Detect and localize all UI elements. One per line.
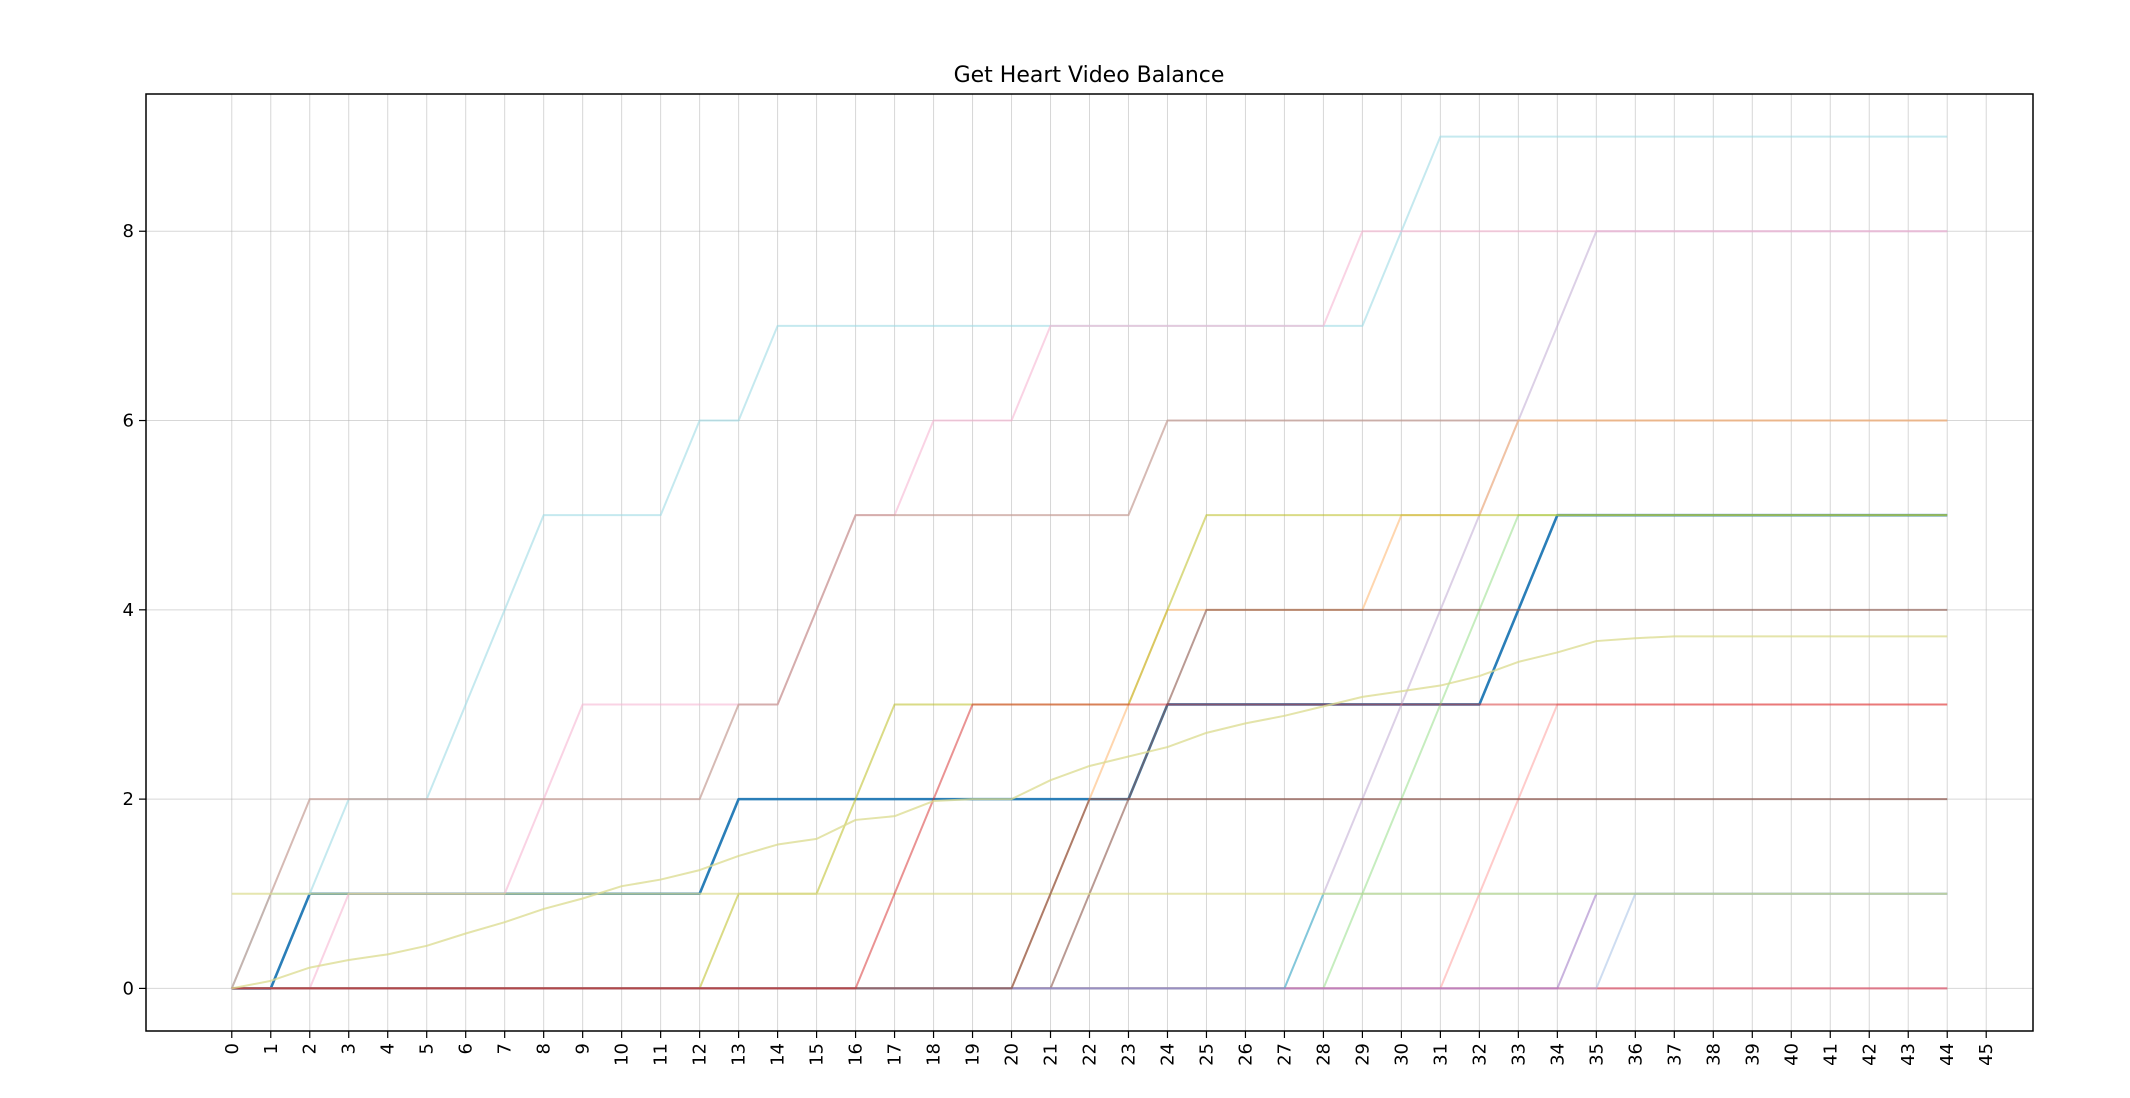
x-tick-label: 11: [651, 1043, 672, 1066]
x-tick-label: 14: [768, 1043, 789, 1066]
x-tick-label: 42: [1859, 1043, 1880, 1066]
x-tick-label: 17: [885, 1043, 906, 1066]
x-tick-label: 38: [1703, 1043, 1724, 1066]
x-tick-label: 39: [1742, 1043, 1763, 1066]
x-tick-label: 37: [1664, 1043, 1685, 1066]
x-tick-label: 24: [1157, 1043, 1178, 1066]
y-tick-label: 6: [123, 411, 134, 432]
x-tick-label: 30: [1391, 1043, 1412, 1066]
x-tick-label: 41: [1820, 1043, 1841, 1066]
x-tick-label: 21: [1041, 1043, 1062, 1066]
x-tick-label: 26: [1235, 1043, 1256, 1066]
y-tick-label: 0: [123, 978, 134, 999]
x-tick-label: 31: [1430, 1043, 1451, 1066]
x-tick-label: 15: [807, 1043, 828, 1066]
x-tick-label: 32: [1469, 1043, 1490, 1066]
x-tick-label: 1: [261, 1043, 282, 1054]
x-tick-label: 22: [1080, 1043, 1101, 1066]
x-tick-label: 40: [1781, 1043, 1802, 1066]
x-tick-label: 18: [924, 1043, 945, 1066]
y-axis: 0 2 4 6 8: [123, 221, 146, 999]
x-tick-label: 29: [1352, 1043, 1373, 1066]
x-tick-label: 25: [1196, 1043, 1217, 1066]
x-tick-label: 10: [612, 1043, 633, 1066]
x-tick-label: 0: [222, 1043, 243, 1054]
series-line-19: [231, 635, 1948, 990]
x-tick-label: 2: [300, 1043, 321, 1054]
x-axis: 0 1 2 3 4 5 6 7 8 9 10 11 12 13 14 15 16 17 18 19 20 21 22 23 24…: [222, 1031, 1997, 1066]
x-tick-label: 44: [1937, 1043, 1958, 1066]
x-tick-label: 36: [1625, 1043, 1646, 1066]
x-tick-label: 7: [495, 1043, 516, 1054]
chart-title: Get Heart Video Balance: [954, 63, 1225, 88]
x-tick-label: 5: [417, 1043, 438, 1054]
x-tick-label: 9: [573, 1043, 594, 1054]
x-tick-label: 45: [1976, 1043, 1997, 1066]
y-tick-label: 2: [123, 789, 134, 810]
series-line-18: [231, 703, 1948, 990]
x-tick-label: 19: [963, 1043, 984, 1066]
x-tick-label: 35: [1586, 1043, 1607, 1066]
x-tick-label: 4: [378, 1043, 399, 1054]
y-tick-label: 8: [123, 221, 134, 242]
x-tick-label: 13: [729, 1043, 750, 1066]
x-tick-label: 27: [1274, 1043, 1295, 1066]
series-layer: [230, 135, 1948, 990]
x-tick-label: 6: [456, 1043, 477, 1054]
x-tick-label: 43: [1898, 1043, 1919, 1066]
series-line-3: [231, 230, 1948, 990]
y-tick-label: 4: [123, 600, 134, 621]
x-tick-label: 3: [339, 1043, 360, 1054]
x-tick-label: 34: [1547, 1043, 1568, 1066]
x-tick-label: 12: [690, 1043, 711, 1066]
grid: [146, 94, 2033, 1031]
x-tick-label: 8: [534, 1043, 555, 1054]
x-tick-label: 16: [846, 1043, 867, 1066]
x-tick-label: 33: [1508, 1043, 1529, 1066]
x-tick-label: 28: [1313, 1043, 1334, 1066]
x-tick-label: 23: [1118, 1043, 1139, 1066]
x-tick-label: 20: [1002, 1043, 1023, 1066]
